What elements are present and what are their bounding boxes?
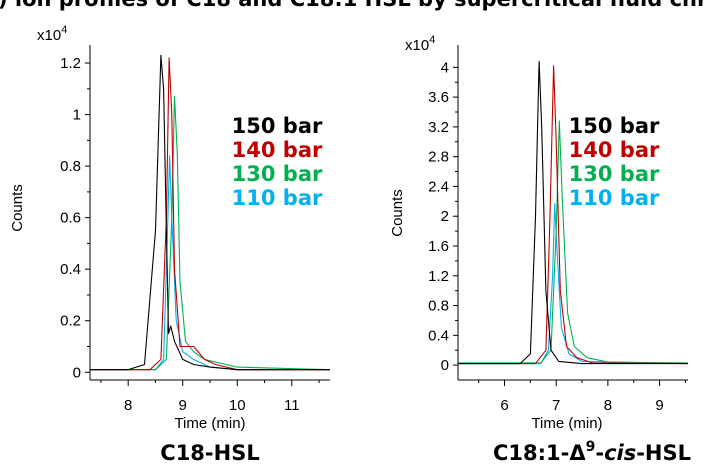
y-multiplier-label: x104 [405, 34, 435, 54]
series-line-150-bar [458, 60, 688, 365]
y-tick-label: 0.8 [428, 298, 449, 315]
y-tick-label: 0 [441, 357, 449, 374]
legend-entry: 150 bar [232, 114, 323, 138]
x-axis-label: Time (min) [531, 415, 602, 432]
y-multiplier-label: x104 [37, 24, 67, 44]
y-tick-label: 2.4 [428, 178, 449, 195]
x-tick-label: 8 [124, 397, 132, 414]
y-tick-label: 1.2 [428, 268, 449, 285]
legend-entry: 110 bar [569, 186, 660, 210]
y-tick-label: 0.4 [428, 327, 449, 344]
y-axis-label: Counts [389, 189, 406, 237]
legend-entry: 110 bar [232, 186, 323, 210]
series-line-140-bar [90, 57, 330, 371]
x-tick-label: 6 [500, 397, 508, 414]
x-tick-label: 11 [284, 397, 300, 414]
y-tick-label: 2.8 [428, 149, 449, 166]
panel-caption: C18:1-Δ9-cis-HSL [493, 439, 691, 465]
figure-heading: ) ion profiles of C18 and C18:1 HSL by s… [0, 0, 704, 11]
y-tick-label: 0.6 [60, 210, 81, 227]
legend-entry: 140 bar [569, 138, 660, 162]
y-tick-label: 3.6 [428, 89, 449, 106]
y-tick-label: 2 [441, 208, 449, 225]
x-tick-label: 7 [552, 397, 560, 414]
series-line-130-bar [90, 95, 331, 371]
y-tick-label: 1.6 [428, 238, 449, 255]
y-tick-label: 0.4 [60, 261, 81, 278]
panel-c18-hsl: x104 Counts Time (min) C18-HSL 0 0.2 0.4 0.… [9, 24, 331, 465]
x-tick-label: 8 [604, 397, 612, 414]
x-tick-label: 9 [179, 397, 187, 414]
y-tick-label: 3.2 [428, 119, 449, 136]
y-tick-label: 1.2 [60, 55, 81, 72]
panel-caption: C18-HSL [160, 441, 259, 465]
series-line-150-bar [90, 54, 330, 371]
y-tick-label: 0 [73, 364, 81, 381]
legend-entry: 130 bar [232, 162, 323, 186]
x-tick-label: 10 [229, 397, 246, 414]
y-tick-label: 0.2 [60, 313, 81, 330]
y-tick-label: 1 [73, 107, 81, 124]
series-line-130-bar [458, 120, 689, 364]
legend-entry: 130 bar [569, 162, 660, 186]
x-axis-label: Time (min) [174, 415, 245, 432]
legend-entry: 140 bar [232, 138, 323, 162]
series-line-140-bar [458, 65, 689, 365]
y-tick-label: 0.8 [60, 158, 81, 175]
legend-entry: 150 bar [569, 114, 660, 138]
panel-c18-1-hsl: x104 Counts Time (min) C18:1-Δ9-cis-HSL … [389, 34, 691, 465]
y-axis-label: Counts [9, 184, 26, 232]
x-tick-label: 9 [655, 397, 663, 414]
y-tick-label: 4 [441, 59, 449, 76]
